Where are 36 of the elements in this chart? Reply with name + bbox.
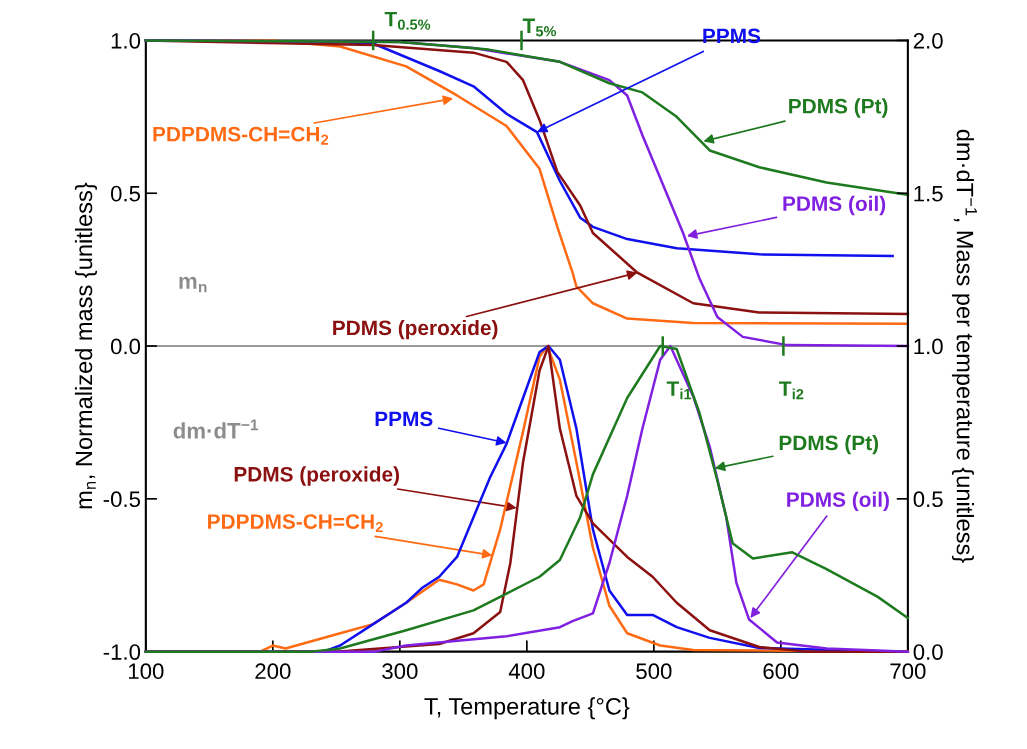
- y-tick-label: 0.0: [110, 338, 141, 355]
- annotation: T$_{0.5%}$: [384, 12, 431, 30]
- y2-tick-label: 1.0: [914, 338, 943, 355]
- x-tick-label: 100: [128, 663, 164, 680]
- text: T$_{5%}$: [522, 18, 557, 37]
- annotation: T$_{i2}$: [779, 381, 804, 400]
- annotation: PDMS (peroxide): [234, 466, 399, 486]
- y-tick-label: -0.5: [103, 491, 141, 508]
- x-tick-label: 200: [255, 663, 291, 680]
- annotation: PDMS (oil): [787, 491, 889, 512]
- annotation: T$_{i1}$: [666, 381, 692, 400]
- y2-axis-title: dm·dT$^{−1}$, Mass per temperature {unitless}: [951, 129, 977, 563]
- x-tick-label: 300: [382, 663, 418, 680]
- annotation: m$_{n}$: [179, 276, 207, 293]
- x-tick-label: 500: [636, 663, 672, 680]
- annotation: dm·dT$^{−1}$: [173, 419, 259, 439]
- y-tick-label: 0.5: [110, 185, 141, 202]
- y-tick-label: 1.0: [111, 32, 141, 49]
- annotation: PDPDMS-CH=CH$_{2}$: [208, 514, 383, 533]
- annotation: PDMS (Pt): [789, 98, 888, 118]
- annotation: PPMS: [375, 411, 433, 427]
- x-tick-label: 700: [890, 663, 926, 680]
- y2-tick-label: 0.0: [913, 644, 943, 660]
- annotation: PDPDMS-CH=CH$_{2}$: [153, 126, 329, 145]
- annotation: PPMS: [703, 28, 761, 44]
- annotation: PDMS (peroxide): [333, 319, 498, 340]
- x-tick-label: 600: [763, 663, 799, 680]
- y2-tick-label: 1.5: [914, 186, 943, 202]
- y-tick-label: -1.0: [103, 644, 141, 660]
- annotation: PDMS (Pt): [779, 434, 879, 455]
- x-axis-title: T, Temperature {°C}: [424, 697, 630, 720]
- y2-tick-label: 0.5: [913, 491, 943, 508]
- y-axis-title: m$_{n}$, Normalized mass {unitless}: [74, 182, 97, 509]
- annotation: PDMS (oil): [783, 195, 886, 216]
- y2-tick-label: 2.0: [913, 32, 943, 49]
- x-tick-label: 400: [508, 663, 545, 680]
